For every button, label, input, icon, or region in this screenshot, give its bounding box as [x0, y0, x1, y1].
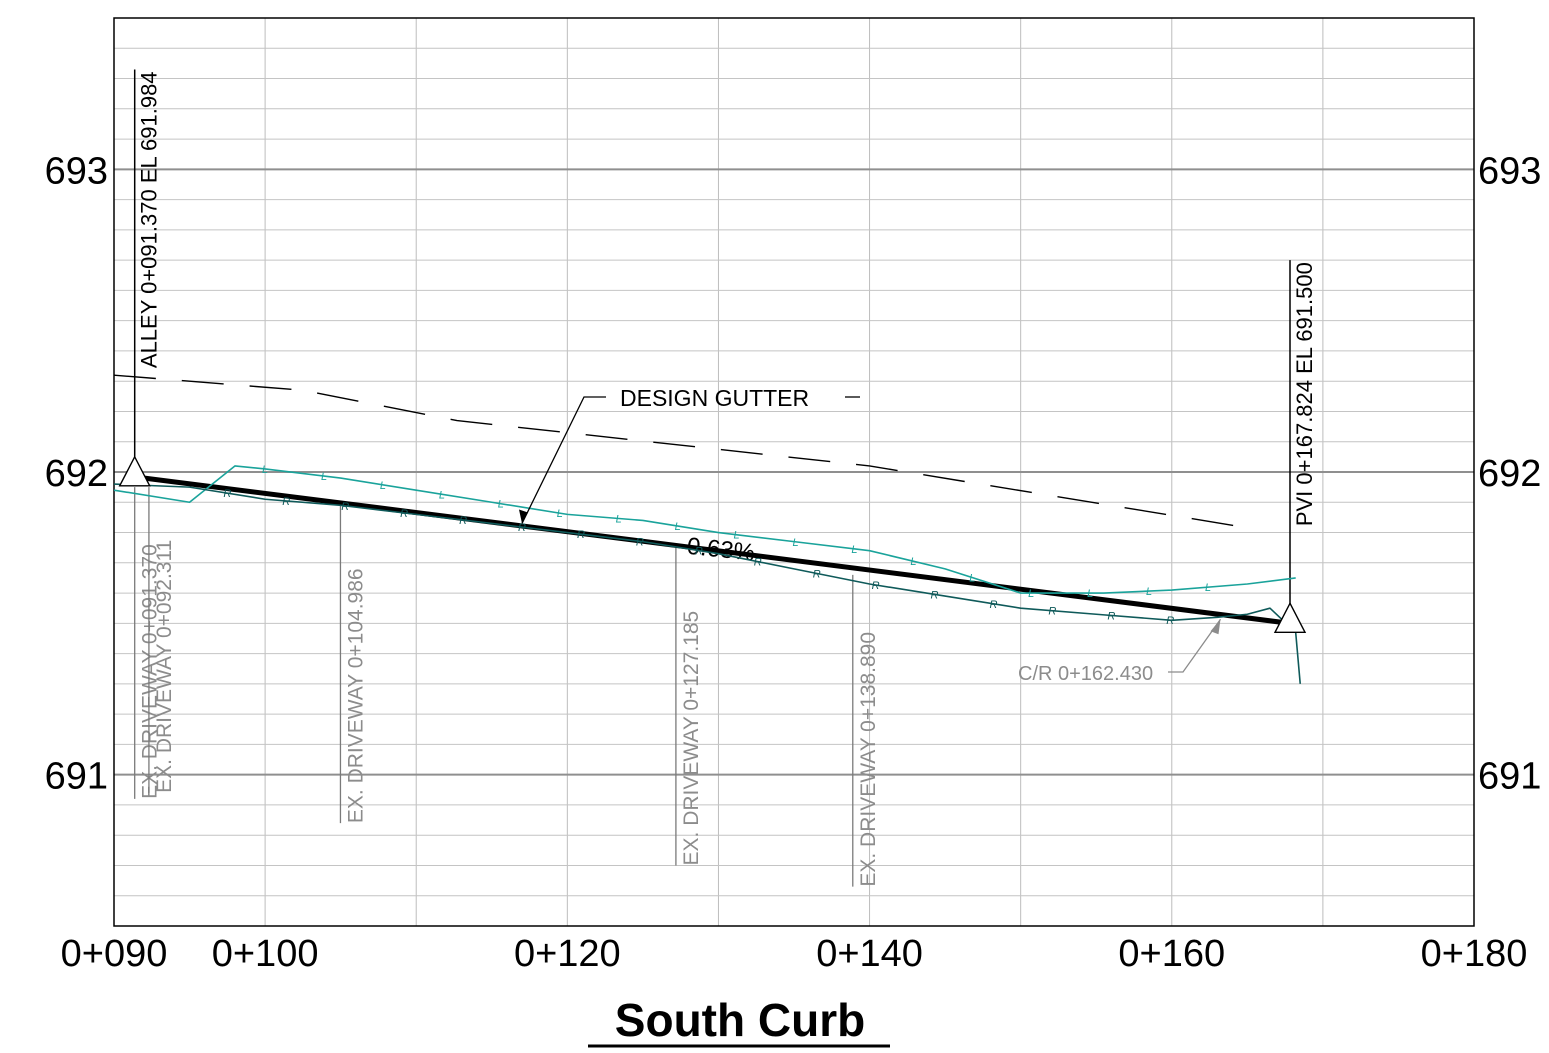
line-marker-l: L: [734, 530, 740, 542]
vertical-label-alley-0-091-370-el-691-984: ALLEY 0+091.370 EL 691.984: [137, 71, 162, 368]
line-marker-l: L: [1146, 586, 1152, 598]
y-tick-label-right: 691: [1478, 756, 1541, 798]
annotations: DESIGN GUTTER C/R 0+162.430: [519, 385, 1222, 685]
y-tick-label-left: 693: [45, 150, 108, 192]
line-marker-r: R: [931, 589, 939, 601]
x-tick-label: 0+180: [1421, 933, 1528, 975]
line-marker-l: L: [851, 544, 857, 556]
existing-right-line: [113, 483, 1302, 684]
x-axis-labels: 0+090 0+100 0+120 0+140 0+160 0+180: [61, 933, 1528, 975]
vertical-label-ex-driveway-0-104-986: EX. DRIVEWAY 0+104.986: [344, 568, 367, 823]
line-marker-l: L: [262, 464, 268, 476]
x-tick-label: 0+120: [514, 933, 621, 975]
y-tick-label-left: 692: [45, 453, 108, 495]
line-markers: L L L L L L L L L L L L L L L L L R R R R R R R R R R R R R R R R R: [223, 464, 1211, 627]
line-marker-r: R: [989, 599, 997, 611]
vertical-label-ex-driveway-0-127-185: EX. DRIVEWAY 0+127.185: [680, 611, 703, 866]
line-marker-r: R: [754, 557, 762, 569]
design-gutter-arrowhead: [519, 509, 528, 524]
line-marker-l: L: [910, 556, 916, 568]
line-marker-r: R: [636, 536, 644, 548]
line-marker-r: R: [1107, 610, 1115, 622]
y-tick-label-right: 692: [1478, 453, 1541, 495]
line-marker-l: L: [557, 508, 563, 520]
line-marker-l: L: [380, 480, 386, 492]
chart-title: South Curb: [615, 994, 865, 1046]
line-marker-l: L: [675, 521, 681, 533]
vertical-label-ex-driveway-0-092-311: EX. DRIVEWAY 0+092.311: [153, 540, 176, 793]
line-marker-r: R: [341, 501, 349, 513]
x-tick-label: 0+100: [212, 933, 319, 975]
line-marker-l: L: [321, 471, 327, 483]
line-marker-l: L: [1028, 588, 1034, 600]
y-tick-label-right: 693: [1478, 150, 1541, 192]
line-marker-l: L: [1087, 588, 1093, 600]
line-marker-l: L: [616, 513, 622, 525]
vertical-label-ex-driveway-0-091-370: EX. DRIVEWAY 0+091.370: [139, 544, 162, 799]
series-layer: 0.63%: [113, 374, 1302, 684]
design-gutter-label: DESIGN GUTTER: [620, 385, 809, 411]
line-marker-l: L: [792, 537, 798, 549]
line-marker-r: R: [282, 496, 290, 508]
line-marker-r: R: [1048, 606, 1056, 618]
cr-label: C/R 0+162.430: [1018, 663, 1153, 685]
design-gutter-line: [134, 474, 1291, 626]
x-tick-label: 0+140: [816, 933, 923, 975]
y-tick-label-left: 691: [45, 756, 108, 798]
line-marker-r: R: [400, 508, 408, 520]
line-marker-l: L: [1205, 582, 1211, 594]
y-axis-labels-left: 691 692 693: [45, 150, 108, 797]
x-tick-label: 0+160: [1118, 933, 1225, 975]
line-marker-l: L: [498, 499, 504, 511]
pvi-triangle: [1273, 601, 1307, 634]
vertical-label-pvi-0-167-824-el-691-500: PVI 0+167.824 EL 691.500: [1292, 262, 1317, 526]
plot-frame: [113, 17, 1475, 927]
vertical-label-lines: ALLEY 0+091.370 EL 691.984 PVI 0+167.824 …: [133, 69, 1317, 887]
cr-arrowhead: [1210, 619, 1221, 635]
line-marker-r: R: [1166, 615, 1174, 627]
line-marker-r: R: [813, 568, 821, 580]
existing-ground-dashed-line: [113, 374, 1240, 528]
line-marker-r: R: [695, 546, 703, 558]
design-gutter-leader: [521, 396, 606, 524]
vertical-label-ex-driveway-0-138-890: EX. DRIVEWAY 0+138.890: [857, 632, 880, 887]
line-marker-l: L: [439, 489, 445, 501]
station-triangles: [118, 455, 1307, 634]
alley-triangle: [118, 455, 151, 487]
line-marker-r: R: [577, 529, 585, 541]
existing-left-line: [113, 465, 1296, 594]
cr-leader: [1168, 618, 1222, 673]
y-axis-labels-right: 691 692 693: [1478, 150, 1541, 797]
x-tick-label: 0+090: [61, 933, 168, 975]
line-marker-r: R: [223, 488, 231, 500]
line-marker-r: R: [518, 522, 526, 534]
line-marker-r: R: [459, 515, 467, 527]
line-marker-l: L: [969, 573, 975, 585]
line-marker-r: R: [872, 580, 880, 592]
